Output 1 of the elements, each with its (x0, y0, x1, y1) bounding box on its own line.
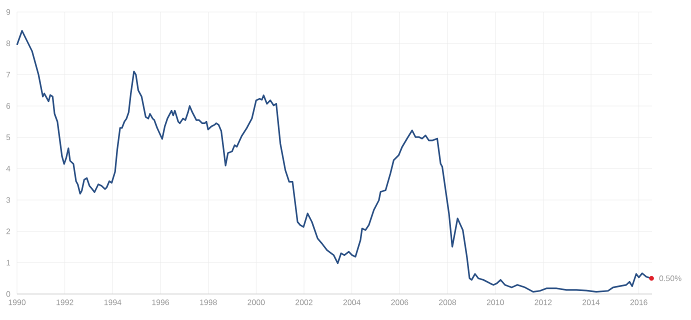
line-series (16, 30, 652, 293)
